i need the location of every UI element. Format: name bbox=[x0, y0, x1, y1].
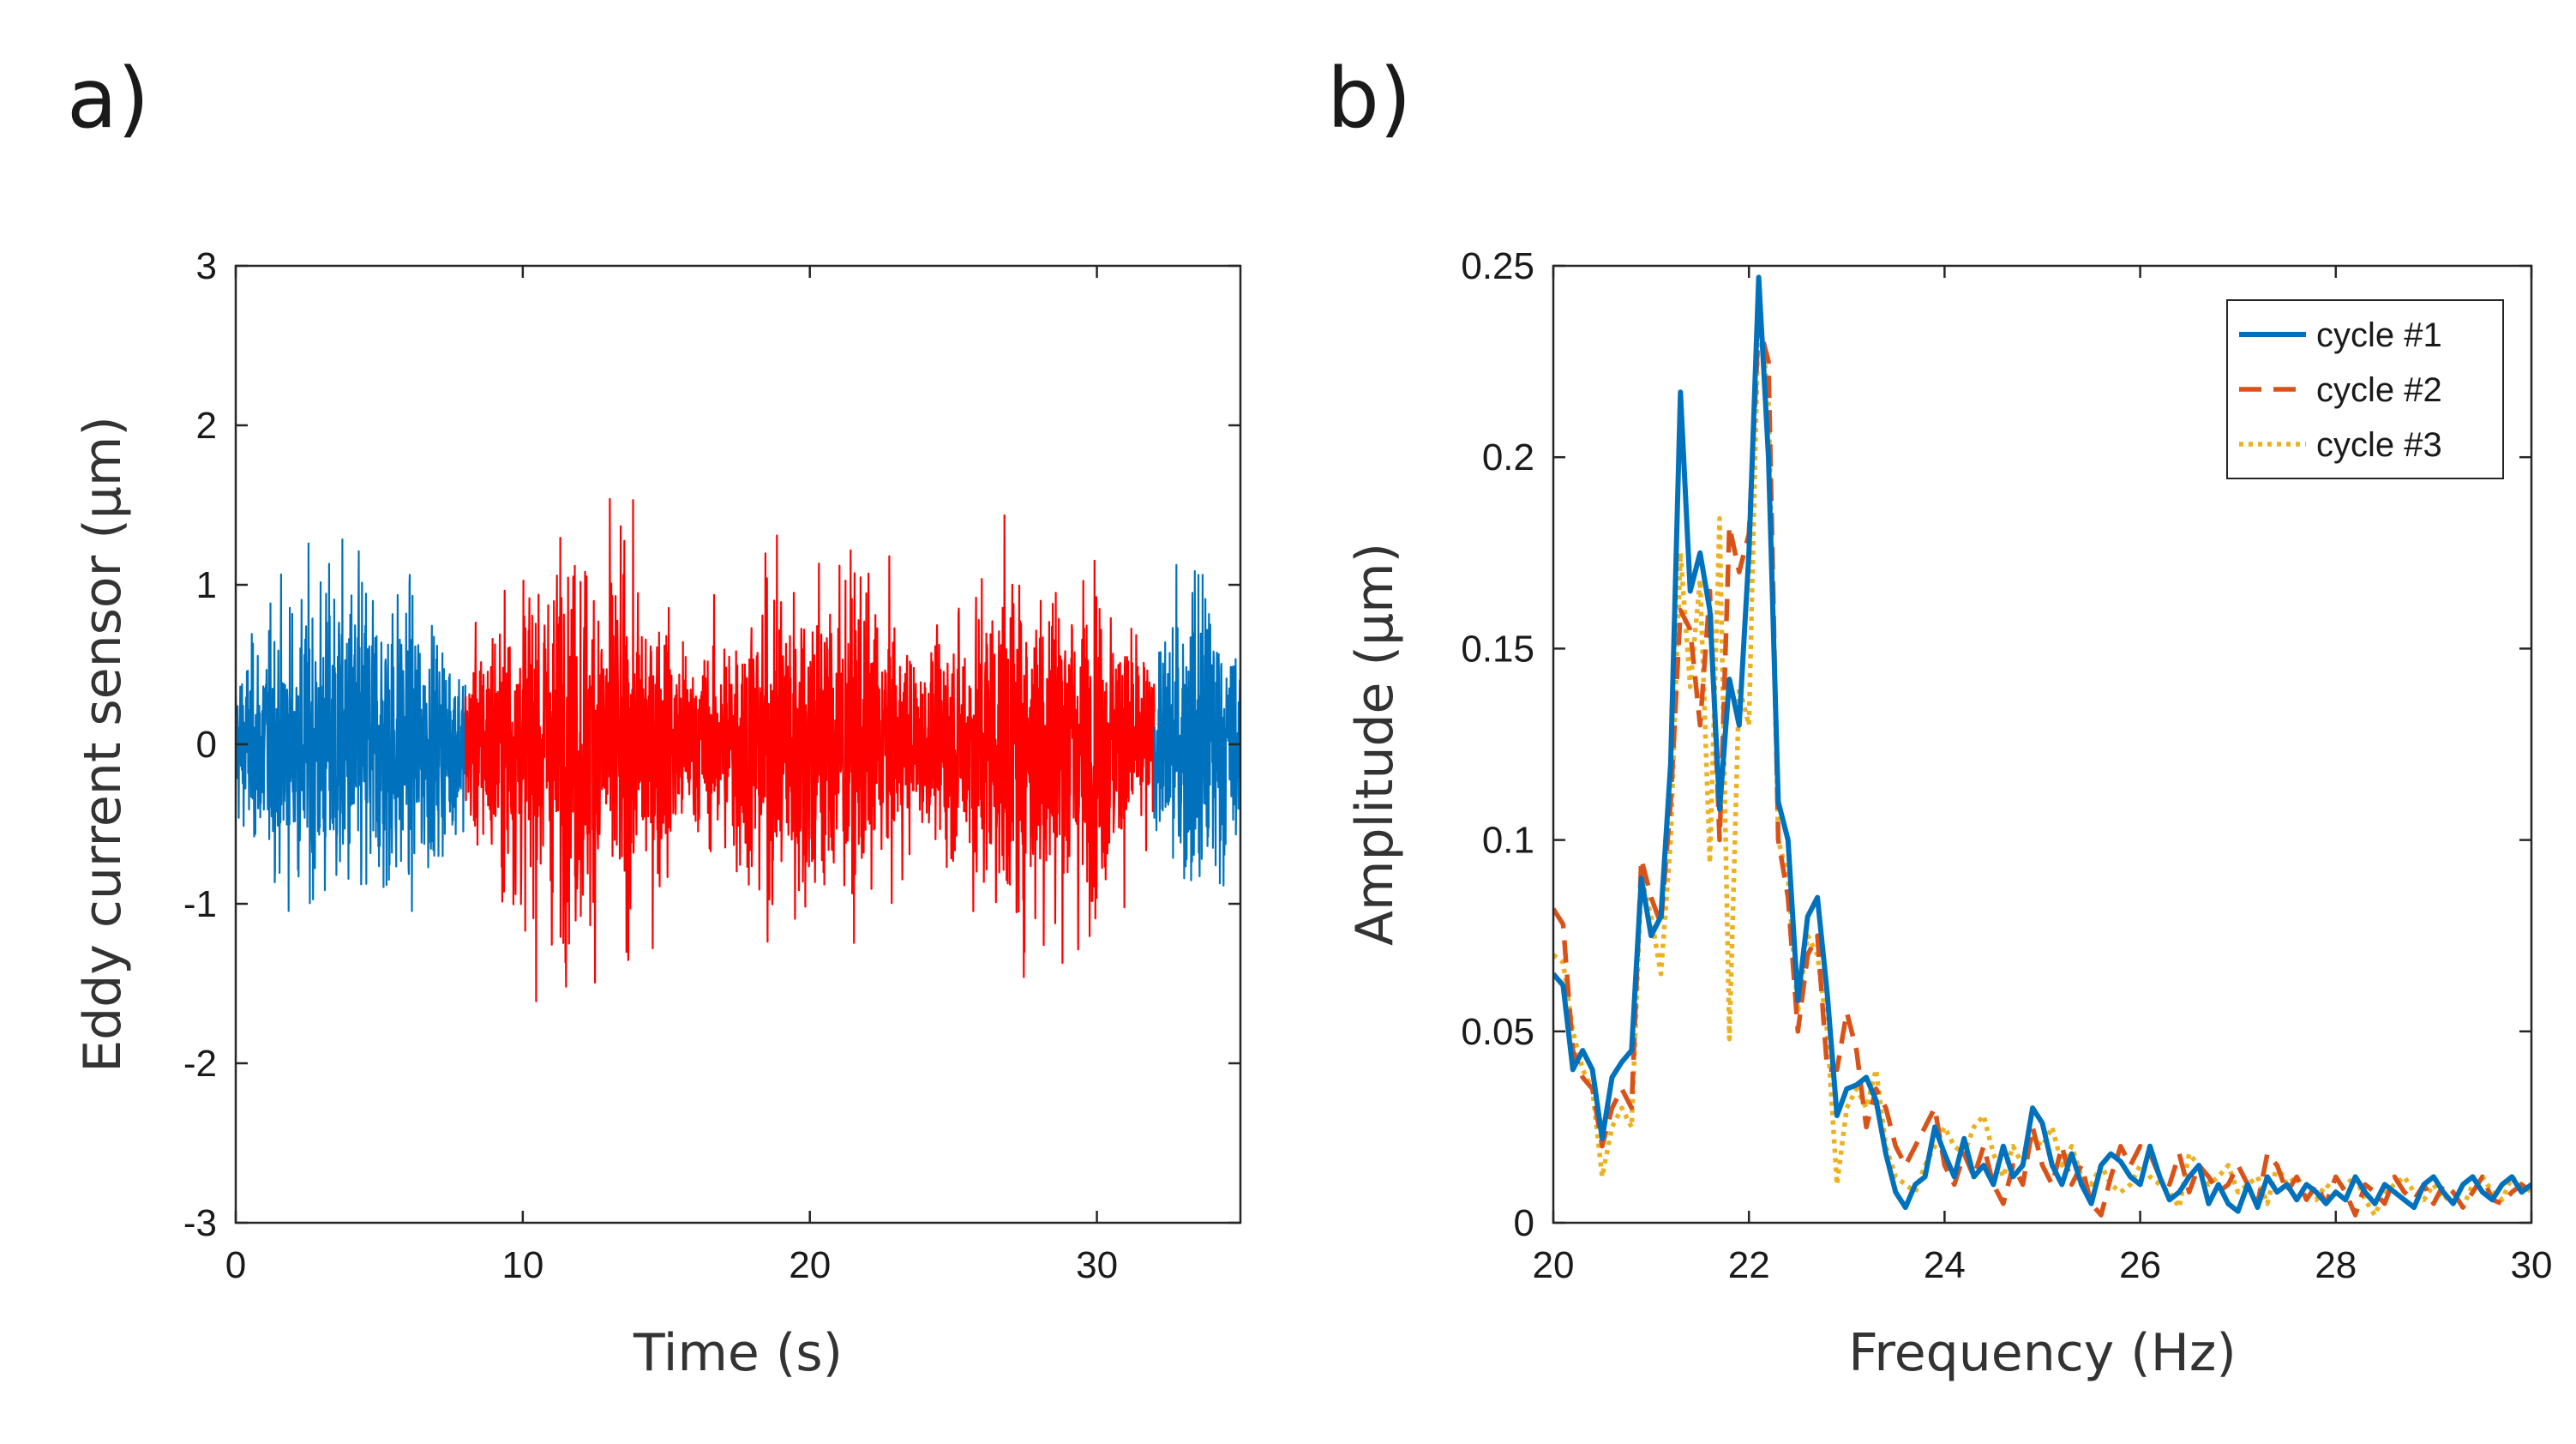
b-xtick-label: 26 bbox=[2119, 1244, 2161, 1286]
a-xtick-label: 0 bbox=[225, 1244, 246, 1286]
b-legend-label-2: cycle #2 bbox=[2316, 371, 2442, 409]
time-series-chart: 0 10 20 30 -3 -2 -1 0 1 2 3 Time (s) Eddy current se… bbox=[73, 245, 1240, 1383]
a-xtick-label: 10 bbox=[501, 1244, 543, 1286]
a-ytick-label: 2 bbox=[196, 405, 217, 447]
a-ytick-label: -1 bbox=[183, 883, 217, 925]
b-xtick-label: 28 bbox=[2315, 1244, 2357, 1286]
a-xtick-label: 30 bbox=[1076, 1244, 1118, 1286]
b-xtick-label: 20 bbox=[1533, 1244, 1575, 1286]
spectrum-chart: 20 22 24 26 28 30 0 0.05 0.1 0.15 0.2 0.25 Frequency… bbox=[1345, 245, 2552, 1383]
b-xtick-label: 22 bbox=[1728, 1244, 1770, 1286]
b-xtick-label: 24 bbox=[1924, 1244, 1966, 1286]
b-x-axis-title: Frequency (Hz) bbox=[1848, 1323, 2236, 1383]
a-xtick-label: 20 bbox=[789, 1244, 831, 1286]
b-legend-label-1: cycle #1 bbox=[2316, 316, 2442, 354]
a-ytick-label: 3 bbox=[196, 245, 217, 287]
figure: a) b) 0 10 20 30 -3 -2 -1 0 1 2 3 Time (s) Eddy curr… bbox=[0, 0, 2576, 1444]
a-ytick-label: -3 bbox=[183, 1202, 217, 1244]
b-xtick-label: 30 bbox=[2511, 1244, 2553, 1286]
panel-b-label: b) bbox=[1327, 51, 1411, 147]
b-ytick-label: 0.15 bbox=[1461, 628, 1534, 670]
panel-a-label: a) bbox=[67, 51, 149, 147]
b-ytick-label: 0 bbox=[1514, 1202, 1534, 1244]
b-ytick-label: 0.25 bbox=[1461, 245, 1534, 287]
a-ytick-label: 0 bbox=[196, 724, 217, 766]
b-ytick-label: 0.05 bbox=[1461, 1011, 1534, 1053]
a-ytick-label: -2 bbox=[183, 1043, 217, 1085]
a-x-axis-title: Time (s) bbox=[633, 1323, 843, 1383]
a-ytick-label: 1 bbox=[196, 564, 217, 606]
b-ytick-label: 0.1 bbox=[1482, 820, 1534, 862]
b-y-axis-title: Amplitude (µm) bbox=[1345, 543, 1405, 946]
b-legend-label-3: cycle #3 bbox=[2316, 426, 2442, 464]
a-y-axis-title: Eddy current sensor (µm) bbox=[73, 416, 133, 1073]
b-ytick-label: 0.2 bbox=[1482, 436, 1534, 478]
